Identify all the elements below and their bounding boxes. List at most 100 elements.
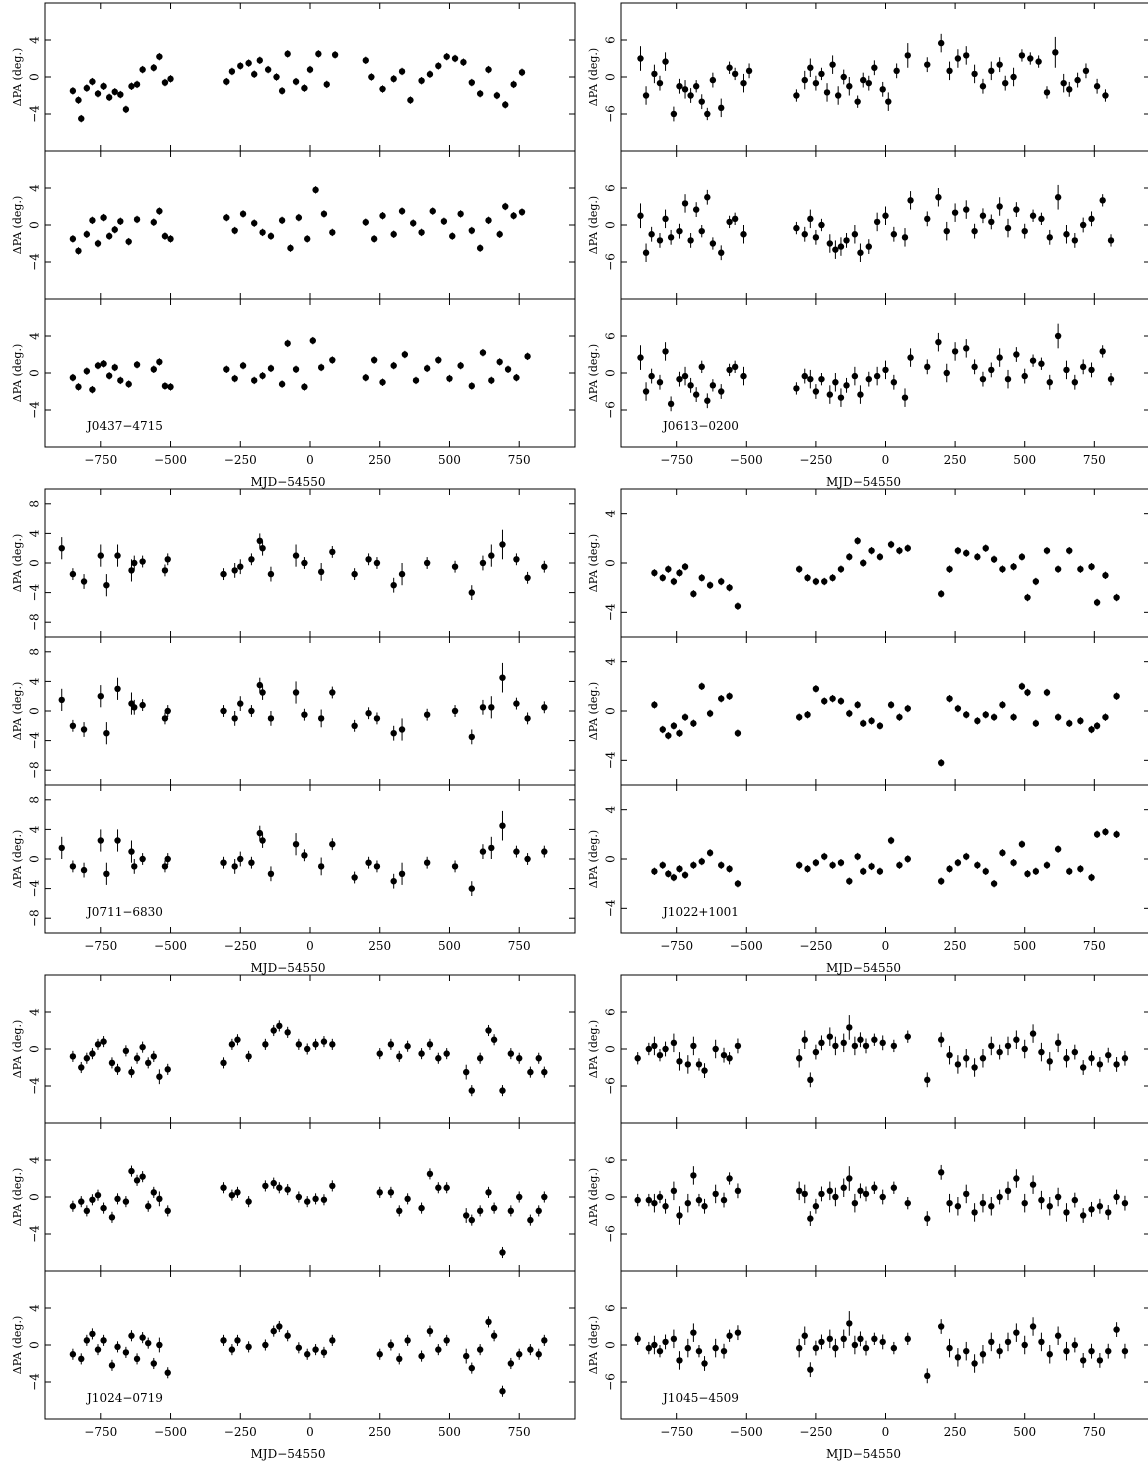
point-marker (75, 96, 82, 104)
data-point (988, 1197, 995, 1216)
data-point (1093, 598, 1101, 607)
data-point (267, 232, 275, 240)
data-point (681, 563, 689, 571)
point-marker (718, 695, 725, 702)
data-point (1105, 1205, 1112, 1220)
point-marker (1088, 1206, 1095, 1213)
point-marker (516, 1055, 523, 1062)
point-marker (245, 1053, 252, 1060)
data-point (832, 1338, 839, 1358)
data-point (709, 72, 717, 88)
point-marker (1029, 212, 1037, 219)
data-point (94, 89, 102, 98)
data-point (284, 1330, 291, 1342)
point-marker (979, 83, 987, 90)
data-point (223, 213, 230, 222)
point-marker (231, 567, 238, 574)
data-point (843, 233, 850, 248)
data-point (370, 356, 378, 364)
data-point (718, 861, 725, 869)
point-marker (1010, 713, 1017, 721)
point-marker (256, 681, 263, 689)
point-marker (1066, 547, 1073, 554)
point-marker (457, 210, 464, 218)
data-point (1043, 688, 1051, 697)
panel-frame (620, 150, 1148, 300)
data-point (821, 577, 828, 586)
point-marker (1002, 79, 1009, 87)
y-tick-label: −4 (604, 751, 618, 769)
data-point (826, 1181, 834, 1201)
data-point (412, 376, 420, 385)
point-marker (1046, 1351, 1053, 1358)
point-marker (634, 1335, 641, 1343)
point-marker (667, 400, 675, 408)
data-point (114, 677, 121, 700)
data-point (868, 862, 875, 871)
point-marker (826, 1187, 834, 1195)
data-point (946, 865, 953, 873)
data-point (829, 55, 836, 74)
data-point (108, 1211, 116, 1223)
point-marker (659, 861, 666, 869)
data-point (943, 363, 950, 383)
data-point (379, 212, 386, 220)
point-marker (122, 1349, 130, 1356)
point-marker (131, 704, 138, 711)
data-point (139, 1332, 146, 1344)
point-marker (690, 1172, 697, 1179)
data-point (879, 1189, 886, 1205)
data-point (954, 859, 962, 867)
point-marker (133, 1177, 141, 1184)
data-point (103, 862, 110, 885)
point-marker (698, 683, 705, 690)
point-marker (1066, 868, 1073, 875)
y-tick-label: 0 (28, 855, 42, 863)
data-point (1004, 218, 1012, 238)
point-marker (125, 380, 132, 388)
y-tick-label: 4 (28, 1008, 42, 1016)
point-marker (706, 710, 714, 717)
data-point (443, 1182, 450, 1194)
point-marker (97, 693, 104, 700)
point-marker (237, 62, 244, 70)
data-point (404, 1193, 411, 1205)
data-point (634, 1332, 641, 1345)
point-marker (476, 1055, 484, 1062)
point-marker (164, 556, 171, 563)
point-marker (946, 565, 953, 573)
data-point (642, 243, 650, 262)
data-point (687, 88, 694, 103)
x-tick-label: −750 (660, 1425, 693, 1439)
data-point (323, 80, 330, 89)
point-marker (1024, 870, 1031, 877)
data-point (676, 78, 683, 94)
data-point (837, 697, 845, 705)
point-marker (676, 83, 683, 90)
point-marker (499, 541, 506, 548)
point-marker (681, 871, 689, 879)
point-marker (516, 1193, 523, 1201)
point-marker (122, 1047, 130, 1055)
point-marker (145, 1339, 152, 1347)
data-point (676, 729, 683, 737)
data-point (676, 1052, 683, 1071)
data-point (665, 565, 672, 573)
data-point (720, 1192, 728, 1208)
data-point (223, 77, 230, 86)
data-point (879, 1334, 886, 1350)
data-point (1038, 357, 1045, 370)
point-marker (704, 110, 711, 118)
y-axis-label: ΔPA (deg.) (587, 1168, 600, 1226)
point-marker (890, 1184, 898, 1191)
data-point (871, 1181, 878, 1194)
point-marker (488, 704, 495, 711)
data-point (804, 865, 811, 873)
point-marker (80, 866, 88, 874)
data-point (1021, 1335, 1028, 1355)
y-tick-label: 0 (28, 559, 42, 567)
point-marker (651, 569, 658, 577)
data-point (904, 1332, 911, 1345)
y-tick-label: 0 (604, 73, 618, 81)
data-point (807, 1211, 814, 1226)
